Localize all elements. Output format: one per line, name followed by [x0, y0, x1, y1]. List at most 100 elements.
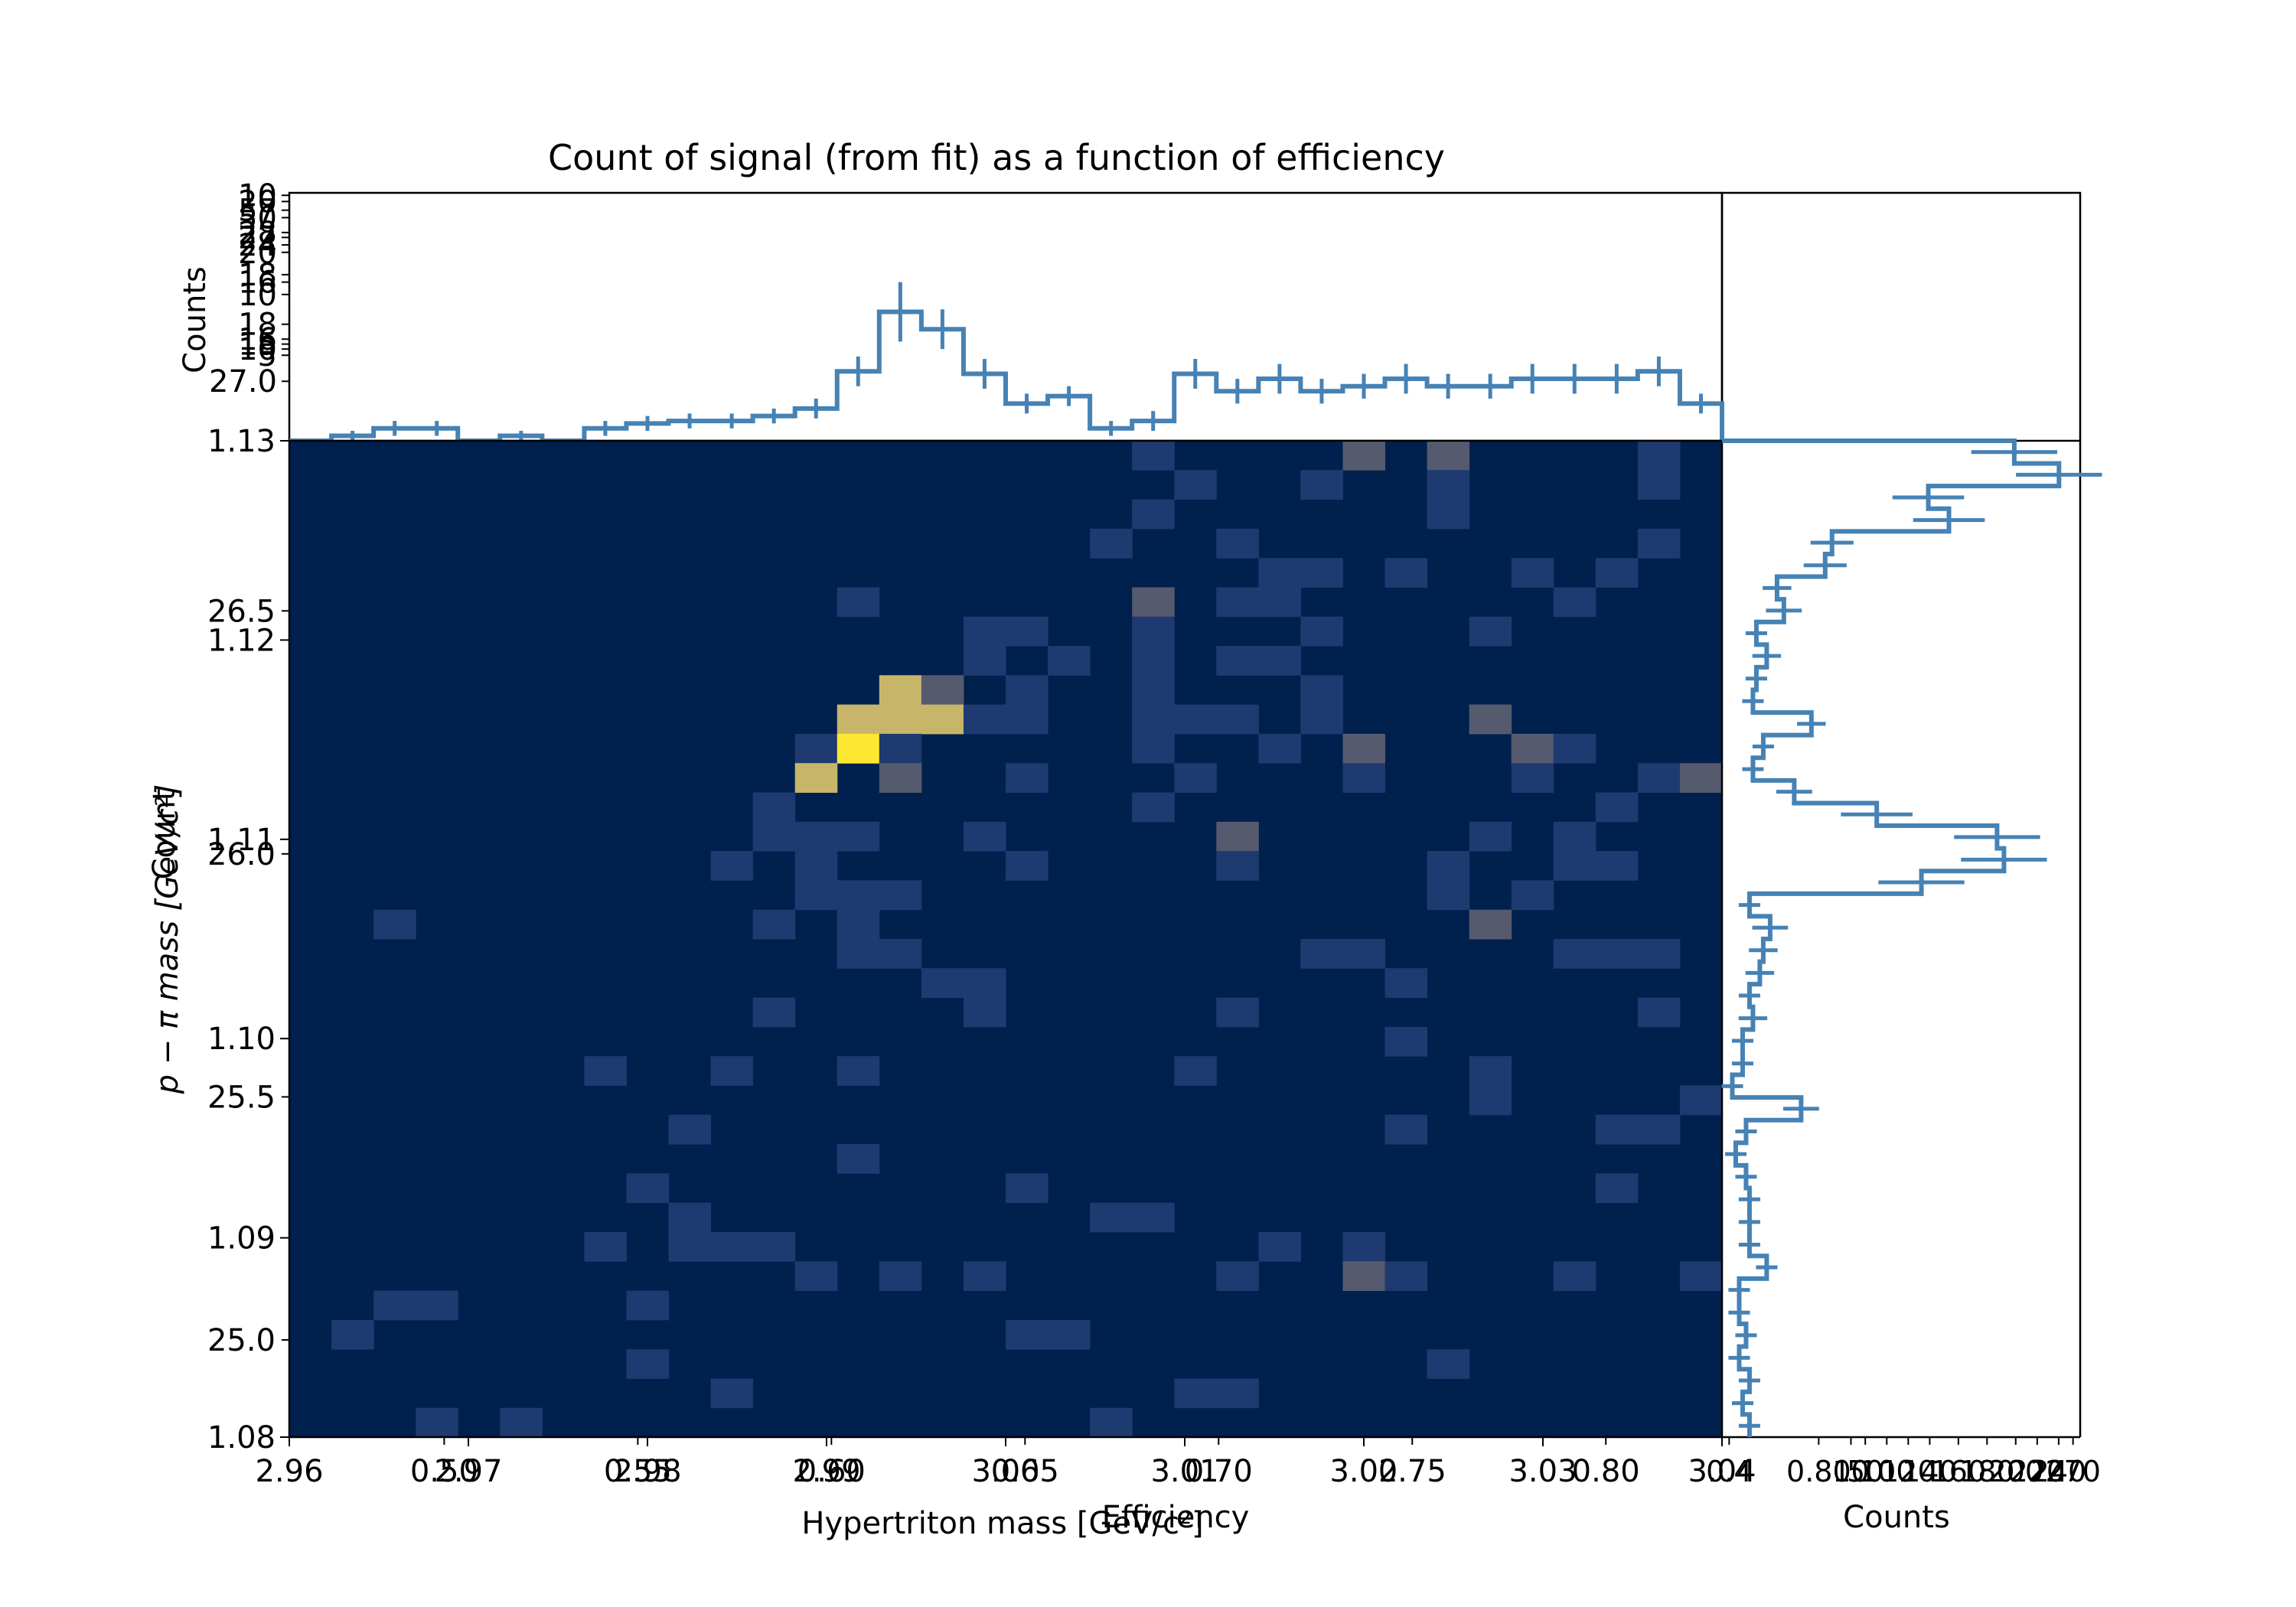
count-tick-label: 26.0	[207, 837, 276, 872]
heatmap-cell	[710, 851, 754, 881]
heatmap-cell	[1679, 763, 1723, 794]
heatmap-cell	[1342, 733, 1386, 764]
count-tick-label: 25.0	[207, 1323, 276, 1358]
x-tick-label: 2.97	[434, 1454, 502, 1489]
heatmap-cell	[1553, 821, 1596, 852]
heatmap-cell	[1384, 968, 1428, 999]
right-hist-tick-label: 270	[2045, 1455, 2101, 1488]
heatmap-cell	[1174, 1056, 1217, 1086]
x-tick-label: 3.01	[1150, 1454, 1218, 1489]
heatmap-cell	[1637, 939, 1681, 969]
top-hist-tick-label: 24	[238, 228, 277, 263]
heatmap-cell	[752, 792, 796, 823]
heatmap-cell	[1469, 909, 1512, 940]
heatmap-cell	[879, 1261, 922, 1292]
heatmap-cell	[1258, 733, 1301, 764]
y-secondary-label: Count	[147, 789, 182, 880]
top-hist-tick-label: 10	[238, 278, 277, 313]
heatmap-cell	[921, 675, 964, 706]
heatmap-cell	[1132, 616, 1175, 647]
heatmap-cell	[1258, 646, 1301, 676]
y-tick-label: 1.13	[207, 424, 276, 459]
heatmap-cell	[794, 880, 838, 911]
heatmap-cell	[1553, 733, 1596, 764]
heatmap-cell	[1174, 763, 1217, 794]
efficiency-tick-label: 0.80	[1572, 1454, 1640, 1489]
efficiency-tick-label: 0.55	[604, 1454, 672, 1489]
right-hist-tick-label: 50	[1847, 1455, 1883, 1488]
heatmap-cell	[1679, 1085, 1723, 1116]
x-tick-label: 2.98	[613, 1454, 681, 1489]
heatmap-cell	[1132, 733, 1175, 764]
right-hist-tick-label: 200	[1988, 1455, 2043, 1488]
heatmap-cell	[1174, 470, 1217, 500]
x-primary-label: Hypertriton mass [GeV/c²]	[801, 1506, 1203, 1541]
heatmap-cell	[500, 1407, 543, 1438]
x-tick-label: 3.02	[1329, 1454, 1397, 1489]
heatmap-cell	[837, 939, 880, 969]
heatmap-cell	[1216, 646, 1259, 676]
heatmap-cell	[1595, 1173, 1639, 1204]
heatmap-cell	[668, 1114, 712, 1145]
right-counts-label: Counts	[1843, 1500, 1950, 1535]
y-tick-label: 1.08	[207, 1420, 276, 1455]
heatmap-cell	[1384, 558, 1428, 588]
top-hist-tick-label: 10	[238, 332, 277, 367]
heatmap-cell	[1637, 997, 1681, 1028]
heatmap-cell	[1342, 1231, 1386, 1262]
top-hist-tick-label: 20	[238, 184, 277, 220]
right-hist-tick-label: 100	[1859, 1455, 1915, 1488]
y-tick-label: 1.09	[207, 1221, 276, 1257]
heatmap-cell	[1637, 470, 1681, 500]
heatmap-cell	[1090, 1407, 1133, 1438]
heatmap-cell	[1300, 675, 1343, 706]
heatmap-cell	[1553, 851, 1596, 881]
heatmap-cell	[1553, 939, 1596, 969]
y-tick-label: 1.11	[207, 823, 276, 858]
top-hist-tick-label: 18	[238, 308, 277, 343]
heatmap-cell	[1174, 1378, 1217, 1409]
right-hist-tick-label: 220	[2010, 1455, 2066, 1488]
heatmap-cell	[1216, 528, 1259, 559]
heatmap-cell	[1090, 1202, 1133, 1233]
heatmap-cell	[373, 909, 416, 940]
heatmap-cell	[331, 1319, 374, 1350]
heatmap-cell	[879, 939, 922, 969]
top-hist-tick-label: 10	[238, 178, 277, 214]
heatmap-cell	[752, 1231, 796, 1262]
heatmap-cell	[373, 1290, 416, 1321]
heatmap-cell	[1384, 1114, 1428, 1145]
top-hist-tick-label: 28	[238, 216, 277, 251]
heatmap-cell	[1006, 1173, 1049, 1204]
heatmap-cell	[1300, 616, 1343, 647]
heatmap-cell	[794, 763, 838, 794]
chart-title: Count of signal (from fit) as a function…	[548, 137, 1445, 178]
heatmap-cell	[879, 704, 922, 735]
heatmap-cell	[1132, 646, 1175, 676]
heatmap-cell	[710, 1231, 754, 1262]
top-hist-tick-label: 22	[238, 220, 277, 256]
heatmap-cell	[1469, 1085, 1512, 1116]
main-x-ticks: 2.96 2.97 2.98 2.99 3.00 3.01 3.02 3.03 3.04 0.50…	[255, 1437, 1756, 1489]
heatmap-cell	[794, 851, 838, 881]
right-hist-tick-label: 120	[1880, 1455, 1936, 1488]
heatmap-cell	[879, 733, 922, 764]
heatmap-cell	[1384, 1261, 1428, 1292]
y-primary-label: p − π mass [GeV/c²]	[150, 784, 185, 1095]
heatmap-cell	[1511, 733, 1554, 764]
right-hist-tick-label: 240	[2031, 1455, 2087, 1488]
heatmap-cell	[837, 587, 880, 618]
heatmap-cell	[1511, 763, 1554, 794]
efficiency-tick-label: 0.50	[410, 1454, 478, 1489]
heatmap-cell	[668, 1202, 712, 1233]
heatmap-cell	[879, 675, 922, 706]
count-tick-label: 25.5	[207, 1080, 276, 1115]
heatmap-cell	[921, 968, 964, 999]
heatmap-cell	[626, 1290, 670, 1321]
heatmap-cell	[1006, 675, 1049, 706]
heatmap-cell	[1595, 1114, 1639, 1145]
y-tick-label: 1.10	[207, 1022, 276, 1057]
heatmap-cell	[584, 1231, 627, 1262]
